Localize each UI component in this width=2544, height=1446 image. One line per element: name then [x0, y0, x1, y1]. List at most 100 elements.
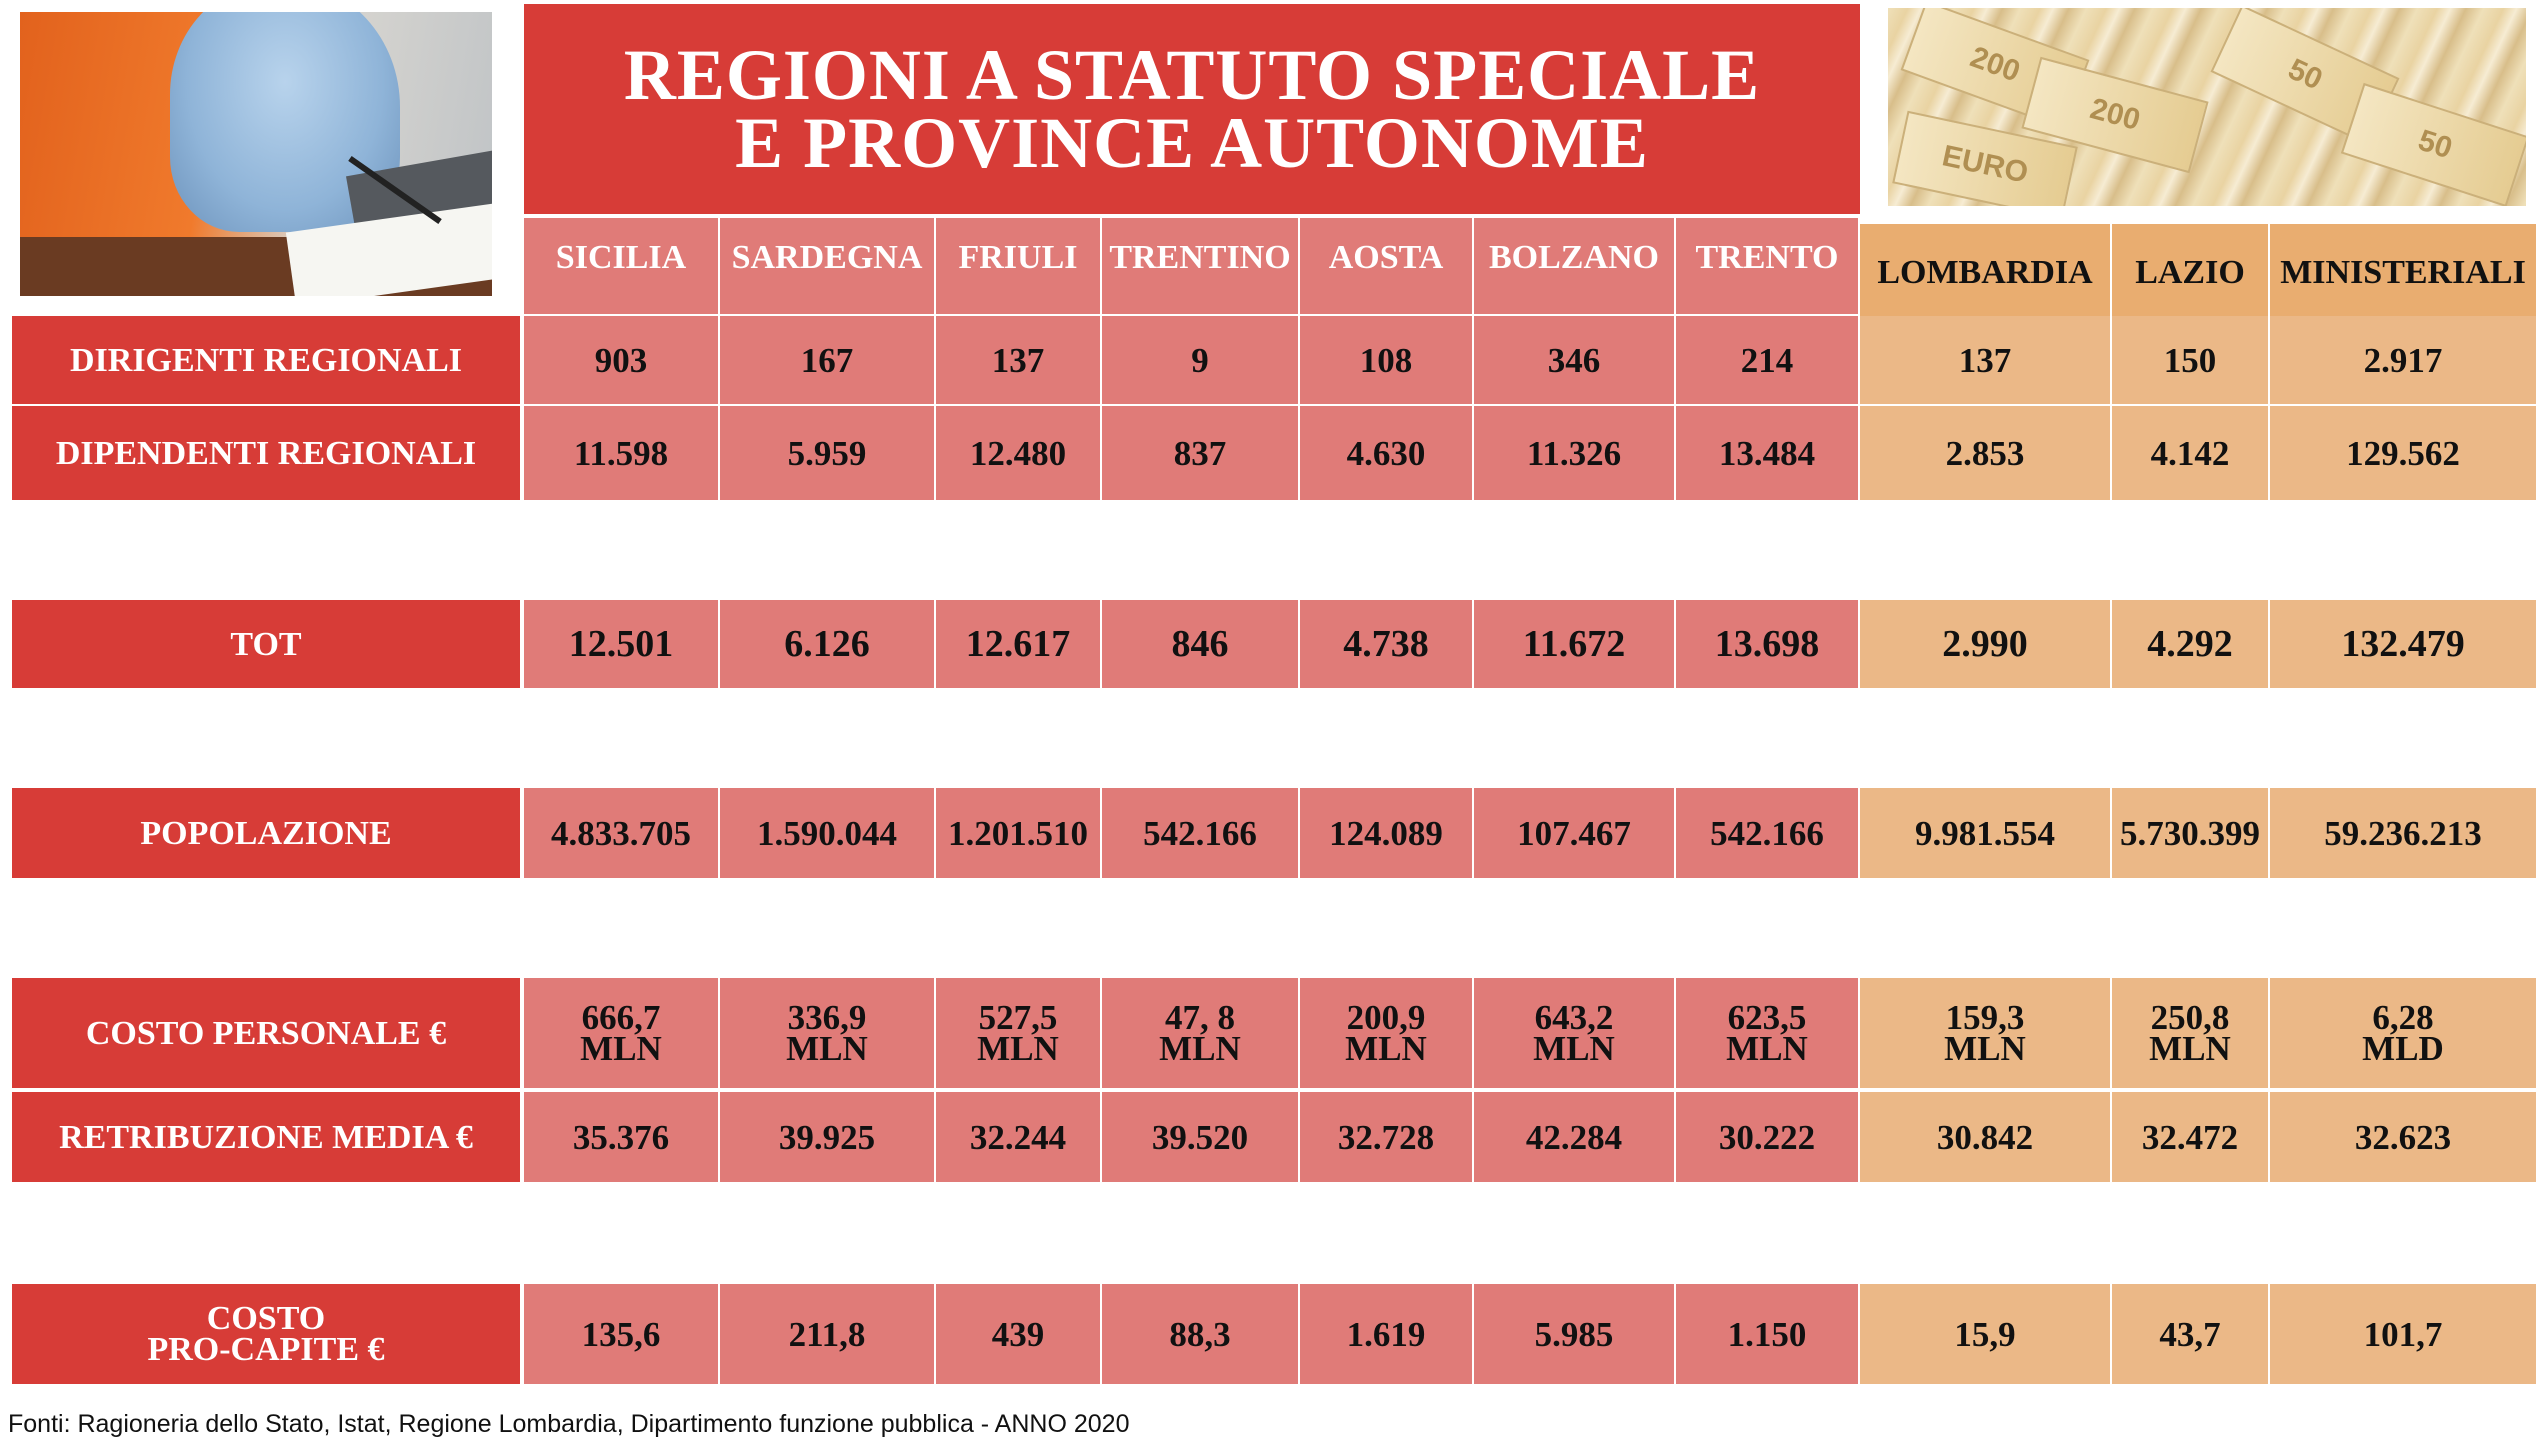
page-title: REGIONI A STATUTO SPECIALE E PROVINCE AU…: [524, 4, 1860, 214]
cell-text-line: 6,28: [2372, 998, 2434, 1037]
table-cell: 4.833.705: [524, 788, 718, 878]
cell-text-line: MLN: [977, 1029, 1059, 1068]
table-cell: 32.728: [1300, 1092, 1472, 1182]
cell-text-line: 250,8: [2150, 998, 2230, 1037]
table-cell: 666,7 MLN: [524, 978, 718, 1088]
table-cell: 5.985: [1474, 1284, 1674, 1384]
table-cell: 1.619: [1300, 1284, 1472, 1384]
cell-text-line: MLN: [1345, 1029, 1427, 1068]
cell-text-line: 666,7: [581, 998, 661, 1037]
cell-text-line: PRO-CAPITE €: [147, 1331, 385, 1368]
table-cell: 200,9 MLN: [1300, 978, 1472, 1088]
table-cell: 837: [1102, 406, 1298, 500]
table-cell: 1.150: [1676, 1284, 1858, 1384]
table-cell: 39.520: [1102, 1092, 1298, 1182]
cell-text-line: 200,9: [1346, 998, 1426, 1037]
cell-text-line: 47, 8: [1165, 998, 1235, 1037]
cell-text-line: MLN: [1159, 1029, 1241, 1068]
banknote: 50: [2340, 82, 2526, 206]
column-header-lombardia: LOMBARDIA: [1860, 224, 2110, 320]
table-cell: 12.480: [936, 406, 1100, 500]
title-line-2: E PROVINCE AUTONOME: [735, 103, 1649, 183]
table-cell: 15,9: [1860, 1284, 2110, 1384]
table-cell: 903: [524, 316, 718, 404]
table-cell: 4.142: [2112, 406, 2268, 500]
table-cell: 135,6: [524, 1284, 718, 1384]
table-cell: 336,9 MLN: [720, 978, 934, 1088]
table-cell: 32.244: [936, 1092, 1100, 1182]
row-label: COSTO PRO-CAPITE €: [12, 1284, 520, 1384]
table-cell: 6.126: [720, 600, 934, 688]
table-cell: 4.738: [1300, 600, 1472, 688]
table-cell: 6,28 MLD: [2270, 978, 2536, 1088]
table-cell: 11.598: [524, 406, 718, 500]
table-cell: 13.698: [1676, 600, 1858, 688]
table-cell: 101,7: [2270, 1284, 2536, 1384]
column-header-bolzano: BOLZANO: [1474, 218, 1674, 314]
table-cell: 12.617: [936, 600, 1100, 688]
table-cell: 211,8: [720, 1284, 934, 1384]
column-header-lazio: LAZIO: [2112, 224, 2268, 320]
table-cell: 39.925: [720, 1092, 934, 1182]
table-cell: 2.917: [2270, 316, 2536, 404]
table-cell: 5.730.399: [2112, 788, 2268, 878]
column-header-sicilia: SICILIA: [524, 218, 718, 314]
cell-text-line: 336,9: [787, 998, 867, 1037]
cell-text-line: MLN: [1944, 1029, 2026, 1068]
table-cell: 2.853: [1860, 406, 2110, 500]
table-cell: 42.284: [1474, 1092, 1674, 1182]
table-cell: 439: [936, 1284, 1100, 1384]
table-cell: 150: [2112, 316, 2268, 404]
source-footnote: Fonti: Ragioneria dello Stato, Istat, Re…: [8, 1410, 1130, 1438]
table-cell: 107.467: [1474, 788, 1674, 878]
table-cell: 214: [1676, 316, 1858, 404]
column-header-trento: TRENTO: [1676, 218, 1858, 314]
table-cell: 1.201.510: [936, 788, 1100, 878]
column-header-sardegna: SARDEGNA: [720, 218, 934, 314]
table-cell: 43,7: [2112, 1284, 2268, 1384]
office-worker-photo: [20, 12, 492, 296]
cell-text-line: MLN: [580, 1029, 662, 1068]
table-cell: 30.842: [1860, 1092, 2110, 1182]
table-cell: 32.623: [2270, 1092, 2536, 1182]
table-cell: 250,8 MLN: [2112, 978, 2268, 1088]
table-cell: 5.959: [720, 406, 934, 500]
row-label: COSTO PERSONALE €: [12, 978, 520, 1088]
column-header-ministeriali: MINISTERIALI: [2270, 224, 2536, 320]
column-header-aosta: AOSTA: [1300, 218, 1472, 314]
table-cell: 846: [1102, 600, 1298, 688]
table-cell: 137: [1860, 316, 2110, 404]
row-label: POPOLAZIONE: [12, 788, 520, 878]
table-cell: 346: [1474, 316, 1674, 404]
table-cell: 47, 8 MLN: [1102, 978, 1298, 1088]
cell-text-line: MLN: [786, 1029, 868, 1068]
table-cell: 12.501: [524, 600, 718, 688]
table-cell: 88,3: [1102, 1284, 1298, 1384]
table-cell: 542.166: [1676, 788, 1858, 878]
row-label: DIRIGENTI REGIONALI: [12, 316, 520, 404]
cell-text-line: MLN: [1533, 1029, 1615, 1068]
cell-text-line: MLN: [2149, 1029, 2231, 1068]
table-cell: 643,2 MLN: [1474, 978, 1674, 1088]
table-cell: 1.590.044: [720, 788, 934, 878]
table-cell: 542.166: [1102, 788, 1298, 878]
table-cell: 2.990: [1860, 600, 2110, 688]
table-cell: 4.630: [1300, 406, 1472, 500]
cell-text-line: 643,2: [1534, 998, 1614, 1037]
table-cell: 9.981.554: [1860, 788, 2110, 878]
table-cell: 30.222: [1676, 1092, 1858, 1182]
cell-text-line: 159,3: [1945, 998, 2025, 1037]
table-cell: 159,3 MLN: [1860, 978, 2110, 1088]
table-cell: 59.236.213: [2270, 788, 2536, 878]
title-line-1: REGIONI A STATUTO SPECIALE: [623, 35, 1761, 115]
cell-text-line: COSTO: [206, 1300, 326, 1337]
table-cell: 32.472: [2112, 1092, 2268, 1182]
table-cell: 11.672: [1474, 600, 1674, 688]
euro-banknotes-photo: 200 200 50 50 EURO: [1888, 8, 2526, 206]
table-cell: 9: [1102, 316, 1298, 404]
table-cell: 527,5 MLN: [936, 978, 1100, 1088]
column-header-trentino: TRENTINO: [1102, 218, 1298, 314]
column-header-friuli: FRIULI: [936, 218, 1100, 314]
table-cell: 167: [720, 316, 934, 404]
cell-text-line: 527,5: [978, 998, 1058, 1037]
